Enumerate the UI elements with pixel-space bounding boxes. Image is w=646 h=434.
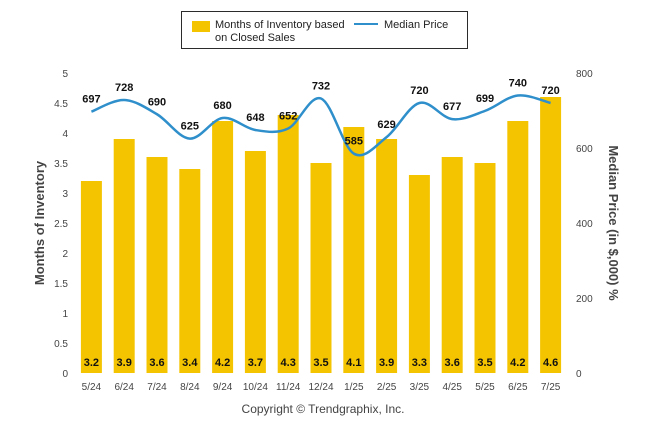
bar-value-label: 3.2	[84, 357, 99, 369]
legend-line-label: Median Price	[384, 19, 448, 31]
line-value-label: 720	[410, 85, 428, 97]
bar	[376, 139, 398, 373]
left-axis-ticks: 0 0.5 1 1.5 2 2.5 3 3.5 4 4.5 5	[54, 69, 68, 380]
y2-tick-label: 600	[576, 144, 593, 155]
bar	[408, 175, 430, 373]
bar	[244, 151, 266, 373]
line-value-label: 690	[148, 96, 166, 108]
x-tick-label: 6/25	[508, 382, 528, 393]
y2-tick-label: 800	[576, 69, 593, 80]
bar	[146, 157, 168, 373]
line-value-label: 740	[509, 78, 527, 90]
y2-tick-label: 400	[576, 219, 593, 230]
bar	[179, 169, 201, 373]
y-tick-label: 4.5	[54, 99, 68, 110]
y2-tick-label: 0	[576, 369, 582, 380]
line-value-label: 697	[82, 94, 100, 106]
line-value-label: 720	[541, 85, 559, 97]
bar-value-label: 3.5	[477, 357, 492, 369]
line-value-label: 677	[443, 101, 461, 113]
bar-value-label: 3.5	[313, 357, 328, 369]
median-price-line	[90, 94, 551, 157]
x-tick-label: 7/25	[541, 382, 561, 393]
bar-value-label: 4.2	[215, 357, 230, 369]
y-tick-label: 2	[62, 249, 68, 260]
y-tick-label: 4	[62, 129, 68, 140]
x-tick-label: 11/24	[276, 382, 301, 393]
right-axis-ticks: 0 200 400 600 800	[576, 69, 593, 380]
y-tick-label: 2.5	[54, 219, 68, 230]
bar-value-label: 3.7	[248, 357, 263, 369]
copyright-text: Copyright © Trendgraphix, Inc.	[242, 402, 405, 416]
left-axis-title: Months of Inventory	[32, 160, 47, 285]
bar-value-label: 4.2	[510, 357, 525, 369]
y-tick-label: 1.5	[54, 279, 68, 290]
line-value-label: 732	[312, 81, 330, 93]
line-series	[90, 94, 551, 157]
bar	[441, 157, 463, 373]
line-value-label: 629	[377, 119, 395, 131]
x-tick-label: 4/25	[442, 382, 462, 393]
y-tick-label: 1	[62, 309, 68, 320]
x-tick-label: 12/24	[308, 382, 333, 393]
line-value-label: 728	[115, 82, 133, 94]
line-value-label: 699	[476, 93, 494, 105]
bar-value-label: 4.3	[281, 357, 296, 369]
x-tick-label: 5/25	[475, 382, 495, 393]
line-value-label: 652	[279, 111, 297, 123]
bar-value-labels: 3.2 3.9 3.6 3.4 4.2 3.7 4.3 3.5 4.1 3.9 3.3 3.6 3.5 4…	[84, 357, 558, 369]
x-tick-label: 5/24	[82, 382, 102, 393]
line-value-label: 625	[181, 121, 199, 133]
y-tick-label: 3	[62, 189, 68, 200]
bar-value-label: 3.3	[412, 357, 427, 369]
bar-value-label: 3.4	[182, 357, 198, 369]
legend-bar-label-line1: Months of Inventory based	[215, 19, 345, 31]
line-value-label: 585	[345, 136, 363, 148]
y2-tick-label: 200	[576, 294, 593, 305]
line-value-labels: 697 728 690 625 680 648 652 732 585 629 720 677 699 7…	[82, 78, 560, 148]
x-tick-label: 9/24	[213, 382, 233, 393]
x-axis-ticks: 5/24 6/24 7/24 8/24 9/24 10/24 11/24 12/24 1/25 2…	[82, 382, 561, 393]
x-tick-label: 3/25	[410, 382, 430, 393]
legend-bar-label-line2: on Closed Sales	[215, 32, 296, 44]
x-tick-label: 2/25	[377, 382, 397, 393]
line-value-label: 680	[213, 100, 231, 112]
line-value-label: 648	[246, 112, 264, 124]
bar	[507, 121, 529, 373]
bar-value-label: 4.1	[346, 357, 361, 369]
bar-value-label: 3.9	[117, 357, 132, 369]
bar	[212, 121, 234, 373]
bar	[277, 115, 299, 373]
bar	[310, 163, 332, 373]
right-axis-title: Median Price (in $,000) %	[606, 145, 621, 301]
x-tick-label: 6/24	[114, 382, 134, 393]
x-tick-label: 1/25	[344, 382, 364, 393]
legend-box	[181, 11, 468, 49]
bar-value-label: 3.6	[149, 357, 164, 369]
y-tick-label: 0.5	[54, 339, 68, 350]
legend-bar-swatch	[192, 21, 210, 32]
x-tick-label: 10/24	[243, 382, 268, 393]
x-tick-label: 7/24	[147, 382, 167, 393]
bar-series	[80, 97, 562, 373]
x-tick-label: 8/24	[180, 382, 200, 393]
bar-value-label: 3.6	[445, 357, 460, 369]
bar	[343, 127, 365, 373]
bar	[474, 163, 496, 373]
bar	[80, 181, 102, 373]
legend: Months of Inventory based on Closed Sale…	[181, 11, 468, 49]
y-tick-label: 5	[62, 69, 68, 80]
bar-value-label: 3.9	[379, 357, 394, 369]
bar	[540, 97, 562, 373]
bar	[113, 139, 135, 373]
y-tick-label: 0	[62, 369, 68, 380]
bar-value-label: 4.6	[543, 357, 558, 369]
y-tick-label: 3.5	[54, 159, 68, 170]
